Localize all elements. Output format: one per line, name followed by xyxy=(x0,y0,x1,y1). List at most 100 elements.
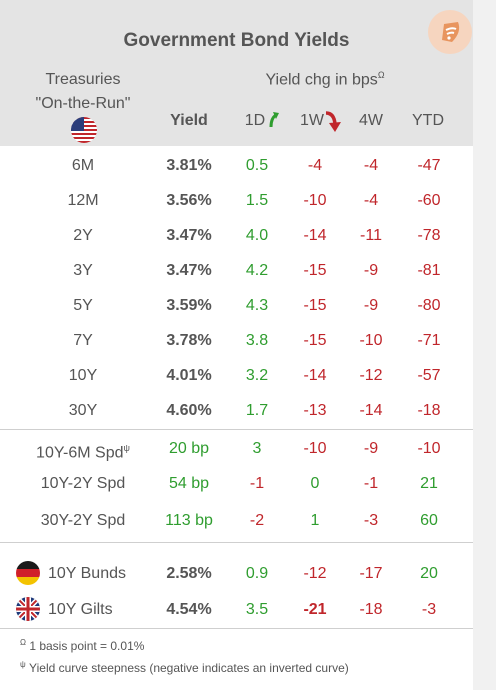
row-1w: -15 xyxy=(303,262,327,279)
section-divider xyxy=(0,542,473,543)
row-label: 10Y Bunds xyxy=(48,565,126,582)
row-1d: -1 xyxy=(249,475,265,492)
page-title: Government Bond Yields xyxy=(123,30,350,51)
table-row: 6M 3.81% 0.5 -4 -4 -47 xyxy=(0,148,473,183)
row-label: 10Y-2Y Spd xyxy=(40,475,126,492)
row-label: 7Y xyxy=(73,332,93,349)
table-row: 7Y 3.78% 3.8 -15 -10 -71 xyxy=(0,323,473,358)
row-1w: -14 xyxy=(303,227,327,244)
omega-footnote-text: 1 basis point = 0.01% xyxy=(29,639,145,653)
row-ytd: -78 xyxy=(417,227,441,244)
yield-change-heading: Yield chg in bpsΩ xyxy=(240,70,410,89)
row-1d: 1.7 xyxy=(245,402,269,419)
row-1d: 1.5 xyxy=(245,192,269,209)
row-4w: -9 xyxy=(363,297,379,314)
row-1w: -15 xyxy=(303,332,327,349)
row-4w: -9 xyxy=(363,262,379,279)
bond-yields-card: Government Bond Yields Treasuries "On-th… xyxy=(0,0,473,690)
yield-change-label: Yield chg in bps xyxy=(265,71,378,89)
row-yield: 54 bp xyxy=(168,475,210,492)
row-yield: 113 bp xyxy=(165,512,213,529)
row-1w: -13 xyxy=(303,402,327,419)
up-arrow-icon xyxy=(269,112,279,128)
row-4w: -1 xyxy=(363,475,379,492)
row-1w: -15 xyxy=(303,297,327,314)
table-row: 30Y 4.60% 1.7 -13 -14 -18 xyxy=(0,393,473,428)
down-arrow-icon xyxy=(325,111,341,132)
brand-logo-icon xyxy=(428,10,472,54)
treasuries-heading: Treasuries "On-the-Run" xyxy=(24,68,142,116)
row-1w: -10 xyxy=(303,440,327,457)
row-ytd: -57 xyxy=(417,367,441,384)
row-yield: 4.54% xyxy=(166,601,212,618)
footnote-psi: ψ Yield curve steepness (negative indica… xyxy=(20,660,349,675)
table-row: 5Y 3.59% 4.3 -15 -9 -80 xyxy=(0,288,473,323)
row-1w: -10 xyxy=(303,192,327,209)
row-ytd: 20 xyxy=(420,565,438,582)
row-1d: 3.5 xyxy=(245,601,269,618)
col-ytd-header: YTD xyxy=(412,112,444,129)
row-1w: 1 xyxy=(310,512,320,529)
germany-flag-icon xyxy=(16,561,40,585)
row-yield: 3.47% xyxy=(166,227,212,244)
row-yield: 3.81% xyxy=(166,157,212,174)
row-label: 2Y xyxy=(73,227,93,244)
row-1w: -21 xyxy=(303,601,327,618)
row-4w: -4 xyxy=(363,192,379,209)
row-1d: 3.8 xyxy=(245,332,269,349)
row-1d: 0.9 xyxy=(245,565,269,582)
row-4w: -18 xyxy=(359,601,383,618)
row-1d: 0.5 xyxy=(245,157,269,174)
table-row: 2Y 3.47% 4.0 -14 -11 -78 xyxy=(0,218,473,253)
row-1w: -4 xyxy=(307,157,323,174)
table-row: 10Y 4.01% 3.2 -14 -12 -57 xyxy=(0,358,473,393)
col-4w-header: 4W xyxy=(359,112,383,129)
row-1d: 3.2 xyxy=(245,367,269,384)
row-ytd: -71 xyxy=(417,332,441,349)
row-ytd: 21 xyxy=(420,475,438,492)
row-yield: 2.58% xyxy=(166,565,212,582)
row-yield: 4.60% xyxy=(166,402,212,419)
row-1d: -2 xyxy=(249,512,265,529)
table-row: 10Y Bunds 2.58% 0.9 -12 -17 20 xyxy=(0,556,473,591)
footnote-omega: Ω 1 basis point = 0.01% xyxy=(20,638,144,653)
table-row: 10Y Gilts 4.54% 3.5 -21 -18 -3 xyxy=(0,592,473,627)
row-1w: -12 xyxy=(303,565,327,582)
treasuries-line-1: Treasuries xyxy=(45,71,121,88)
row-ytd: -10 xyxy=(417,440,441,457)
row-yield: 3.78% xyxy=(166,332,212,349)
row-4w: -11 xyxy=(360,227,382,244)
row-label: 6M xyxy=(71,157,95,174)
row-label: 30Y xyxy=(68,402,98,419)
table-row: 10Y-2Y Spd 54 bp -1 0 -1 21 xyxy=(0,466,473,501)
row-1d: 4.0 xyxy=(245,227,269,244)
table-header: Government Bond Yields Treasuries "On-th… xyxy=(0,0,473,146)
omega-footnote-marker: Ω xyxy=(20,638,26,647)
footer-divider xyxy=(0,628,473,629)
table-row: 3Y 3.47% 4.2 -15 -9 -81 xyxy=(0,253,473,288)
row-yield: 20 bp xyxy=(168,440,210,457)
psi-footnote-text: Yield curve steepness (negative indicate… xyxy=(29,661,349,675)
row-4w: -9 xyxy=(363,440,379,457)
omega-marker: Ω xyxy=(377,70,385,80)
row-label: 30Y-2Y Spd xyxy=(40,512,126,529)
row-label: 5Y xyxy=(73,297,93,314)
row-1w: 0 xyxy=(310,475,320,492)
section-divider xyxy=(0,429,473,430)
col-yield-header: Yield xyxy=(170,112,208,129)
row-label: 3Y xyxy=(73,262,93,279)
row-1d: 4.2 xyxy=(245,262,269,279)
row-ytd: -47 xyxy=(417,157,441,174)
row-yield: 3.47% xyxy=(166,262,212,279)
row-1w: -14 xyxy=(303,367,327,384)
row-4w: -3 xyxy=(363,512,379,529)
row-ytd: -80 xyxy=(417,297,441,314)
table-row: 10Y-6M Spdψ 20 bp 3 -10 -9 -10 xyxy=(0,431,473,466)
col-1d-header: 1D xyxy=(244,112,266,129)
row-4w: -10 xyxy=(359,332,383,349)
table-row: 30Y-2Y Spd 113 bp -2 1 -3 60 xyxy=(0,503,473,538)
row-1d: 3 xyxy=(252,440,262,457)
row-yield: 3.59% xyxy=(166,297,212,314)
row-1d: 4.3 xyxy=(245,297,269,314)
row-label: 10Y-6M Spdψ xyxy=(0,431,166,466)
